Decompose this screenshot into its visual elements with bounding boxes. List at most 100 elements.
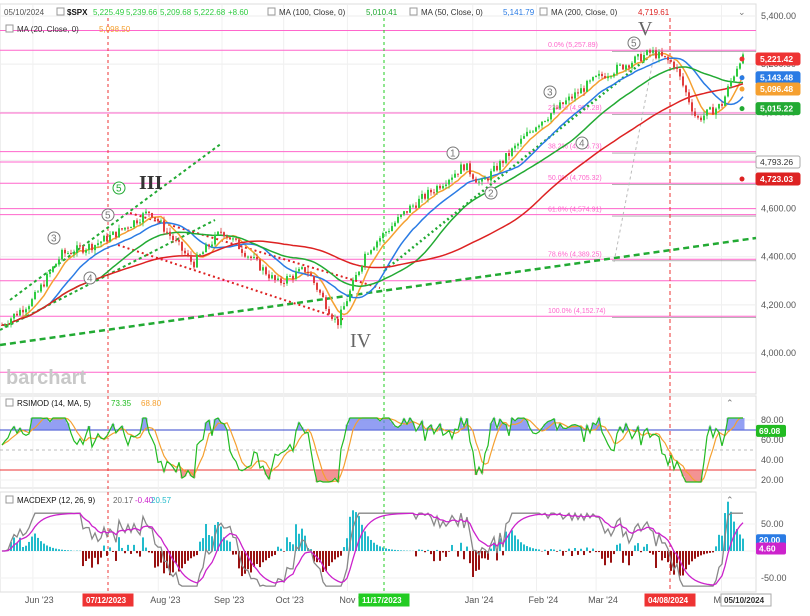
candle-body — [451, 177, 453, 180]
candle-body — [388, 231, 390, 233]
price-dot — [739, 106, 745, 112]
candle-body — [115, 231, 117, 238]
wave-circle — [112, 181, 126, 195]
candle-body — [544, 120, 546, 122]
candle-body — [277, 278, 279, 280]
candle-body — [673, 61, 675, 68]
candles — [1, 46, 744, 329]
candle-body — [79, 245, 81, 247]
ma-line — [1, 57, 744, 326]
ma-line — [1, 52, 744, 326]
macd-signal-line — [1, 512, 744, 586]
macd-collapse-icon[interactable]: ⌃ — [726, 495, 734, 505]
candle-body — [289, 275, 291, 277]
price-dot — [739, 75, 745, 81]
candle-body — [721, 104, 723, 106]
candle-body — [172, 235, 174, 240]
candle-body — [565, 100, 567, 105]
candle-body — [292, 275, 294, 279]
rsi-collapse-icon[interactable]: ⌃ — [726, 398, 734, 408]
candle-body — [43, 284, 45, 287]
candle-body — [265, 267, 267, 275]
candle-body — [286, 276, 288, 284]
candle-body — [691, 102, 693, 112]
candle-body — [649, 50, 651, 53]
candle-body — [346, 301, 348, 307]
candle-body — [97, 243, 99, 246]
candle-body — [13, 313, 15, 319]
header-date: 05/10/2024 — [4, 8, 45, 17]
candle-body — [520, 138, 522, 144]
price-box: 5,096.48 — [739, 82, 801, 96]
candle-body — [118, 228, 120, 238]
candle-body — [481, 179, 483, 182]
price-tick: 4,400.00 — [761, 252, 796, 262]
price-box-label: 5,143.48 — [760, 73, 793, 83]
candle-body — [424, 193, 426, 199]
collapse-icon[interactable]: ⌄ — [738, 7, 746, 17]
candle-body — [532, 131, 534, 133]
candle-body — [568, 96, 570, 101]
fib-label: 100.0% (4,152.74) — [548, 308, 606, 315]
candle-body — [139, 222, 141, 224]
price-tick: 4,600.00 — [761, 204, 796, 214]
rsi-legend: RSIMOD (14, MA, 5) 73.35 68.80 ⌃ — [5, 398, 734, 408]
candle-body — [73, 252, 75, 255]
candle-body — [1, 324, 3, 326]
grid — [0, 5, 756, 592]
time-tick: Nov '23 — [339, 595, 369, 605]
candle-body — [382, 233, 384, 239]
macd-signal-value: -0.40 — [135, 496, 154, 505]
candle-body — [181, 241, 183, 251]
candle-body — [76, 245, 78, 253]
candle-body — [589, 80, 591, 82]
macd-box1: 20.00 — [759, 535, 781, 545]
macd-box2: 4.60 — [759, 544, 776, 554]
watermark: barchart — [6, 367, 86, 389]
wave-num: 5 — [116, 184, 122, 195]
candle-body — [601, 73, 603, 77]
candle-body — [298, 268, 300, 272]
wave-circle — [627, 36, 641, 50]
candle-body — [295, 271, 297, 279]
candle-body — [556, 107, 558, 109]
candle-body — [718, 104, 720, 109]
candle-body — [196, 254, 198, 268]
time-tick: Jan '24 — [465, 595, 494, 605]
candle-body — [61, 249, 63, 260]
price-box: 4,723.03 — [739, 172, 801, 186]
candle-body — [313, 276, 315, 283]
header-high: 5,239.66 — [126, 8, 158, 17]
candle-body — [643, 54, 645, 62]
candle-body — [322, 292, 324, 298]
candle-body — [502, 161, 504, 164]
candle-body — [262, 267, 264, 271]
candle-body — [130, 227, 132, 229]
candle-body — [274, 275, 276, 280]
candle-body — [706, 109, 708, 116]
wave-num: 3 — [547, 88, 553, 99]
candle-body — [394, 222, 396, 227]
macd-tick: 50.00 — [761, 519, 784, 529]
wave-circle — [83, 271, 97, 285]
candle-body — [682, 76, 684, 86]
candle-body — [550, 113, 552, 120]
time-tick: Oct '23 — [276, 595, 304, 605]
rsi-value: 73.35 — [111, 399, 132, 408]
candle-body — [235, 238, 237, 240]
candle-body — [505, 153, 507, 164]
price-box-label: 5,096.48 — [760, 84, 793, 94]
date-tag-bg — [720, 593, 772, 607]
candle-body — [406, 211, 408, 213]
candle-body — [664, 55, 666, 57]
candle-body — [373, 247, 375, 251]
candle-body — [325, 297, 327, 309]
candle-body — [703, 115, 705, 121]
candle-body — [40, 284, 42, 292]
candle-body — [619, 64, 621, 66]
rsi-label: RSIMOD (14, MA, 5) — [17, 399, 91, 408]
candle-body — [205, 244, 207, 253]
candle-body — [646, 50, 648, 55]
candle-body — [64, 249, 66, 254]
candle-body — [334, 318, 336, 320]
